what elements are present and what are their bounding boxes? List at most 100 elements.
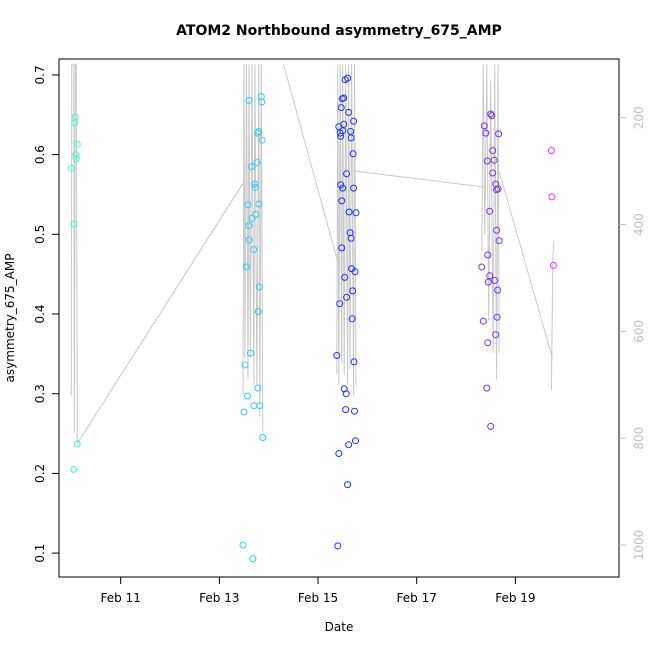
data-point (254, 129, 262, 137)
data-point (334, 542, 342, 550)
secondary-line-1 (76, 181, 245, 444)
data-point (337, 104, 345, 112)
data-point (480, 122, 488, 130)
data-point (484, 339, 492, 347)
data-point (492, 331, 500, 339)
data-points (67, 74, 557, 563)
data-point (341, 273, 349, 281)
data-point (70, 220, 78, 228)
data-point (483, 157, 491, 165)
data-point (484, 278, 492, 286)
secondary-line-5 (355, 170, 486, 188)
data-point (478, 263, 486, 271)
data-point (493, 226, 501, 234)
data-point (350, 358, 358, 366)
data-point (493, 313, 501, 321)
data-point (345, 208, 353, 216)
data-point (340, 94, 348, 102)
data-point (495, 237, 503, 245)
data-point (338, 244, 346, 252)
data-point (352, 437, 359, 445)
data-point (250, 402, 258, 410)
data-point (345, 108, 353, 116)
data-point (352, 209, 360, 217)
data-point (253, 159, 261, 167)
chart-title: ATOM2 Northbound asymmetry_675_AMP (176, 23, 502, 39)
data-point (342, 406, 350, 414)
data-point (339, 127, 347, 135)
x-tick-label: Feb 17 (397, 591, 437, 605)
secondary-line-2 (242, 64, 264, 433)
data-point (254, 308, 262, 316)
data-point (342, 390, 350, 398)
data-point (336, 300, 344, 308)
data-point (343, 293, 351, 301)
data-point (351, 268, 359, 276)
x-tick-label: Feb 19 (495, 591, 535, 605)
data-point (251, 183, 259, 191)
secondary-line-8 (550, 240, 555, 391)
y2-tick-label: 600 (632, 320, 646, 343)
data-point (345, 441, 353, 449)
data-point (71, 113, 79, 121)
data-point (255, 283, 263, 291)
x-tick-label: Feb 11 (101, 591, 141, 605)
data-point (351, 407, 358, 415)
y2-tick-label: 200 (632, 106, 646, 129)
x-axis: Feb 11 Feb 13 Feb 15 Feb 17 Feb 19 (101, 577, 536, 605)
x-tick-label: Feb 13 (199, 591, 239, 605)
data-point (349, 150, 357, 158)
data-point (335, 450, 343, 457)
data-point (259, 434, 267, 441)
data-point (495, 130, 503, 138)
data-point (347, 134, 355, 142)
y-axis-label: asymmetry_675_AMP (3, 254, 17, 383)
data-point (249, 555, 257, 563)
data-point (350, 184, 358, 192)
data-point (254, 384, 262, 392)
data-point (245, 96, 253, 104)
data-point (333, 352, 341, 359)
data-point (245, 222, 253, 230)
data-point (258, 98, 266, 106)
data-point (239, 541, 247, 549)
data-point (258, 136, 266, 144)
data-point (251, 180, 259, 188)
y-tick-label: 0.2 (33, 464, 47, 483)
y2-tick-label: 800 (632, 427, 646, 450)
y-tick-label: 0.6 (33, 145, 47, 164)
data-point (72, 151, 80, 159)
data-point (489, 147, 497, 155)
data-point (340, 120, 348, 128)
x-tick-label: Feb 15 (298, 591, 338, 605)
data-point (248, 214, 256, 222)
y2-tick-label: 1000 (632, 530, 646, 561)
y-tick-label: 0.3 (33, 384, 47, 403)
data-point (67, 164, 75, 172)
data-point (349, 287, 357, 295)
data-point (244, 392, 251, 400)
data-point (347, 234, 355, 242)
data-point (73, 140, 81, 148)
data-point (479, 317, 487, 325)
data-point (339, 184, 347, 192)
data-point (73, 440, 81, 448)
data-point (486, 272, 494, 280)
data-point (252, 210, 260, 218)
data-point (255, 200, 263, 208)
data-point (484, 251, 492, 259)
data-point (243, 263, 250, 271)
y-tick-label: 0.1 (33, 544, 47, 563)
data-point (246, 349, 254, 357)
secondary-line-0 (70, 63, 78, 444)
data-point (241, 361, 249, 369)
y2-tick-label: 400 (632, 213, 646, 236)
data-point (240, 408, 248, 416)
data-point (494, 185, 502, 193)
secondary-line-4 (336, 64, 357, 396)
data-point (245, 236, 253, 244)
data-point (491, 277, 499, 284)
data-point (547, 147, 555, 155)
data-point (549, 261, 557, 269)
data-point (250, 246, 258, 253)
